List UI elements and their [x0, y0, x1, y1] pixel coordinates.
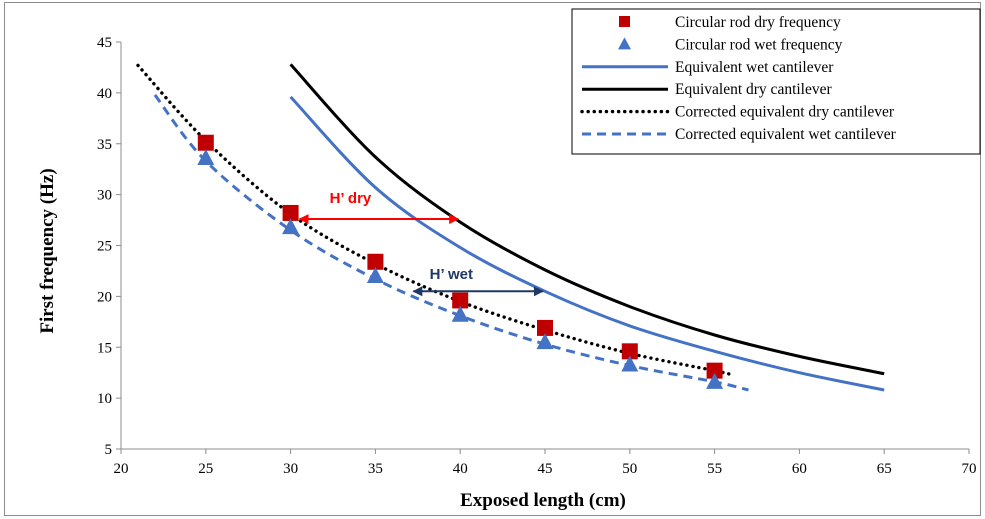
- data-point-circular-rod-dry-frequency: [282, 204, 299, 221]
- legend: Circular rod dry frequency Circular rod w…: [571, 8, 981, 155]
- data-point-circular-rod-dry-frequency: [621, 343, 638, 360]
- legend-label: Corrected equivalent dry cantilever: [675, 104, 895, 121]
- data-point-circular-rod-dry-frequency: [197, 134, 214, 151]
- x-tick-label: 30: [283, 461, 298, 477]
- x-tick-label: 25: [198, 461, 213, 477]
- annotation-layer: H’ dry H’ wet: [298, 190, 544, 297]
- y-axis-ticks: 5 10 15 20 25 30 35 40 45: [97, 35, 121, 458]
- data-point-circular-rod-dry-frequency: [706, 362, 723, 379]
- y-axis-title: First frequency (Hz): [37, 168, 58, 333]
- data-point-circular-rod-wet-frequency: [706, 372, 724, 389]
- x-tick-label: 65: [877, 461, 892, 477]
- annotation-label: H’ dry: [330, 190, 372, 207]
- data-point-circular-rod-wet-frequency: [451, 305, 469, 322]
- legend-label: Equivalent wet cantilever: [675, 59, 834, 76]
- series-line-equivalent-wet-cantilever: [289, 95, 885, 392]
- y-tick-label: 25: [97, 239, 112, 255]
- legend-box: [571, 8, 981, 155]
- legend-label: Circular rod dry frequency: [675, 14, 841, 31]
- y-tick-label: 30: [97, 188, 112, 204]
- series-line-corrected-equivalent-dry-cantilever: [136, 63, 734, 377]
- data-point-circular-rod-wet-frequency: [366, 267, 384, 284]
- y-tick-label: 10: [97, 391, 112, 407]
- legend-swatch-circular-rod-wet-frequency: [618, 37, 631, 50]
- x-tick-label: 60: [792, 461, 807, 477]
- legend-label: Corrected equivalent wet cantilever: [675, 126, 897, 143]
- legend-label: Equivalent dry cantilever: [675, 81, 832, 98]
- annotation-label: H’ wet: [430, 266, 473, 283]
- data-point-circular-rod-wet-frequency: [282, 218, 300, 235]
- y-tick-label: 5: [105, 442, 113, 458]
- series-layer: [136, 63, 885, 392]
- series-line-equivalent-dry-cantilever: [289, 63, 885, 376]
- x-tick-label: 50: [622, 461, 637, 477]
- x-axis-ticks: 20 25 30 35 40 45 50 55 60 65 70: [114, 449, 977, 477]
- x-tick-label: 35: [368, 461, 383, 477]
- x-tick-label: 70: [962, 461, 977, 477]
- y-tick-label: 15: [97, 340, 112, 356]
- x-tick-label: 55: [707, 461, 722, 477]
- data-point-circular-rod-dry-frequency: [367, 253, 384, 270]
- y-tick-label: 20: [97, 289, 112, 305]
- y-tick-label: 35: [97, 137, 112, 153]
- legend-label: Circular rod wet frequency: [675, 36, 843, 53]
- data-point-circular-rod-wet-frequency: [197, 148, 215, 165]
- legend-swatch-circular-rod-dry-frequency: [619, 16, 630, 27]
- x-tick-label: 40: [453, 461, 468, 477]
- x-axis-title: Exposed length (cm): [460, 490, 626, 511]
- data-point-circular-rod-wet-frequency: [536, 333, 554, 350]
- y-tick-label: 40: [97, 86, 112, 102]
- data-point-circular-rod-wet-frequency: [621, 355, 639, 372]
- data-point-circular-rod-dry-frequency: [452, 292, 469, 309]
- y-tick-label: 45: [97, 35, 112, 51]
- data-point-circular-rod-dry-frequency: [537, 319, 553, 336]
- x-tick-label: 20: [114, 461, 129, 477]
- x-tick-label: 45: [538, 461, 553, 477]
